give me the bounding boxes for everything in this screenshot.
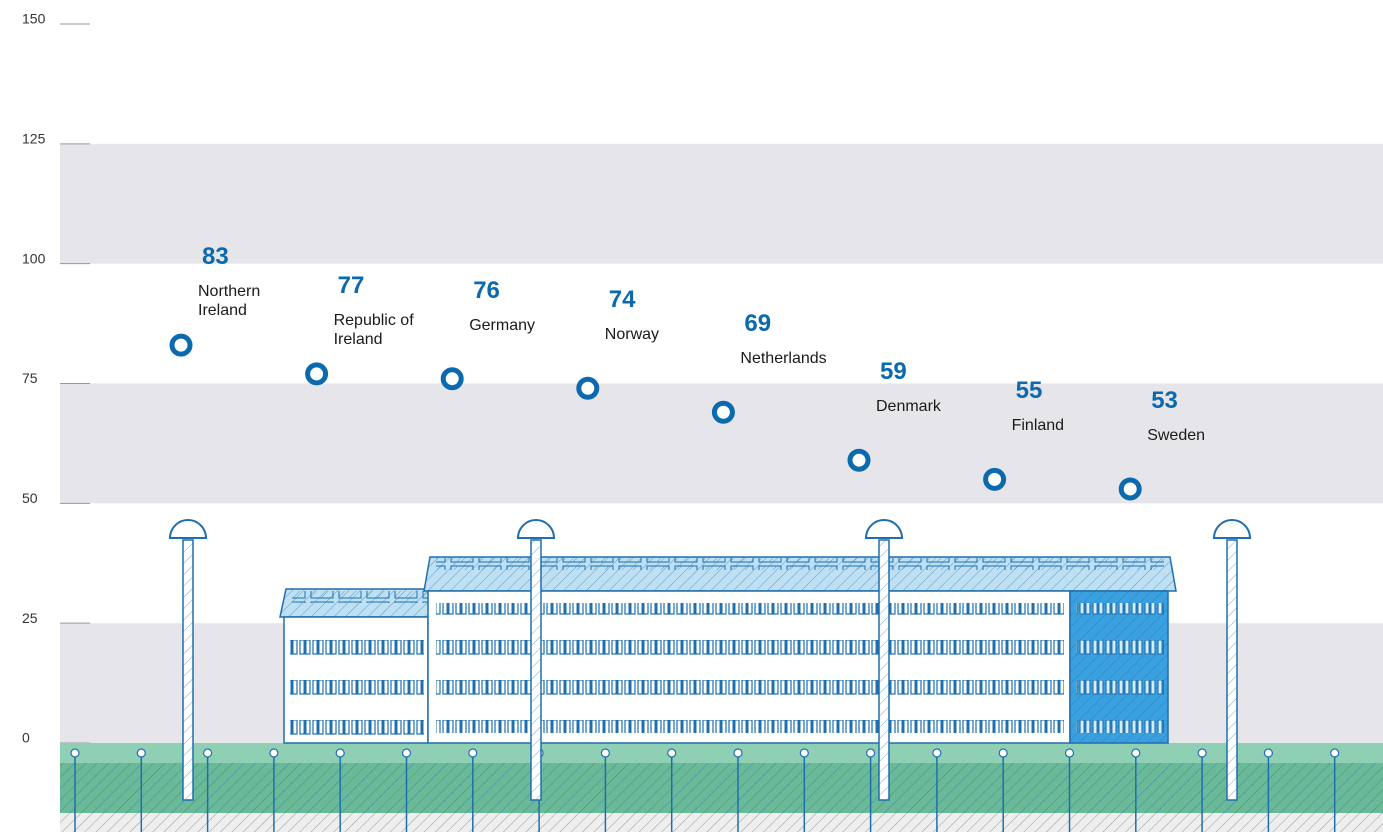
value-label: 83 [202, 243, 229, 271]
post-head [269, 748, 279, 758]
post-head [799, 748, 809, 758]
lamp-head [1212, 519, 1252, 539]
y-tick-label: 25 [22, 610, 38, 626]
dot [711, 400, 735, 424]
dot [576, 376, 600, 400]
windows [436, 603, 1064, 733]
post-head [468, 748, 478, 758]
value-label: 55 [1015, 377, 1043, 405]
lamp-head [168, 519, 208, 539]
post-head [1330, 748, 1340, 758]
lamp-head [516, 519, 556, 539]
dot [983, 467, 1007, 491]
post-head [335, 748, 345, 758]
posts [70, 748, 1340, 832]
post-head [401, 748, 412, 758]
dot [305, 362, 329, 386]
ticks: 0 25 50 75 100 125 150 [22, 11, 90, 746]
category-label: Germany [469, 316, 535, 334]
windows [1076, 603, 1164, 733]
value-label: 76 [473, 276, 500, 304]
value-label: 53 [1151, 386, 1178, 414]
dot [1118, 477, 1142, 501]
dot [169, 333, 193, 357]
post-head [203, 748, 213, 758]
y-tick-label: 50 [22, 490, 38, 506]
dot [440, 367, 464, 391]
roof-windows [292, 591, 428, 603]
value-label: 69 [744, 310, 772, 338]
value-label: 59 [880, 358, 907, 386]
soil-hatch [60, 813, 1383, 832]
marks [169, 333, 1142, 501]
post-head [1064, 748, 1075, 758]
illustration [60, 519, 1383, 832]
y-tick-label: 75 [22, 370, 38, 386]
lamp-pole-hatch [183, 540, 193, 800]
post-head [865, 748, 876, 758]
category-label: Finland [1011, 417, 1065, 435]
post-head [136, 748, 146, 758]
lamp-pole-hatch [1227, 540, 1237, 800]
dot [847, 448, 871, 472]
grid-band [60, 143, 1383, 264]
lamp-head [864, 519, 904, 539]
roof-windows [436, 558, 1164, 570]
category-label: Norway [604, 326, 660, 344]
category-label: Republic of Ireland [333, 311, 414, 348]
y-tick-label: 0 [22, 730, 30, 746]
post-head [70, 748, 80, 758]
value-label: 77 [337, 271, 365, 299]
post-head [1131, 748, 1141, 758]
y-tick-label: 150 [22, 11, 46, 27]
y-tick-label: 100 [22, 250, 46, 266]
windows [290, 628, 424, 738]
category-label: Netherlands [740, 350, 827, 368]
post-head [1263, 748, 1274, 758]
post-head [932, 748, 942, 758]
post-head [998, 748, 1008, 758]
lamp-pole-hatch [879, 540, 889, 800]
post-head [667, 748, 677, 758]
post-head [1197, 748, 1207, 758]
value-label: 74 [608, 286, 636, 314]
y-tick-label: 125 [22, 131, 46, 147]
category-label: Denmark [876, 398, 941, 416]
category-label: Sweden [1147, 426, 1206, 444]
lamps [168, 519, 1252, 801]
lamp-pole-hatch [531, 540, 541, 800]
post-head [733, 748, 743, 758]
post-head [600, 748, 611, 758]
category-label: Northern Ireland [198, 283, 261, 320]
